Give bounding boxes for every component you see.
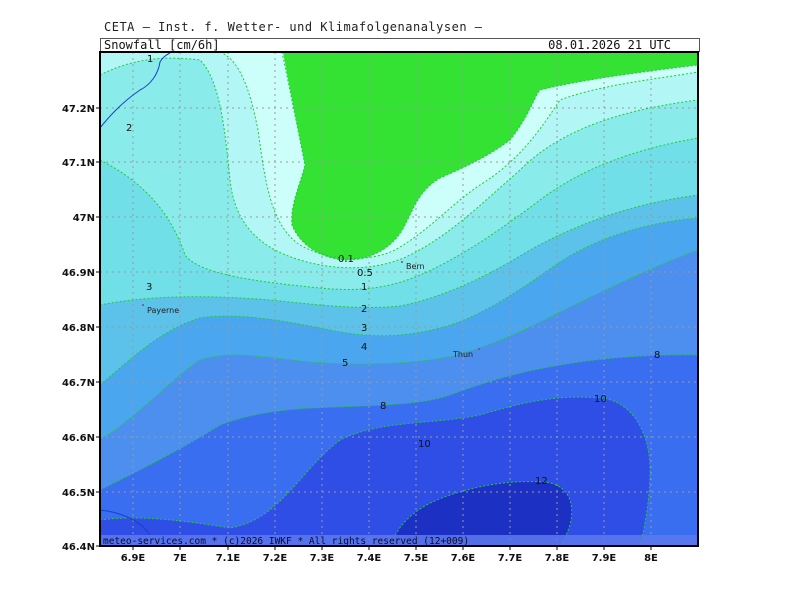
x-tick-label: 7.9E	[592, 553, 617, 564]
contour-label: 10	[594, 394, 607, 405]
contour-label: 5	[342, 358, 348, 369]
credit-text: meteo-services.com * (c)2026 IWKF * All …	[103, 536, 469, 547]
contour-label: 0.5	[357, 268, 373, 279]
x-tick-label: 7E	[173, 553, 187, 564]
axis-ticks	[96, 107, 652, 550]
y-tick-labels: 47.2N 47.1N 47N 46.9N 46.8N 46.7N 46.6N …	[62, 104, 95, 553]
title-bar: Snowfall [cm/6h] 08.01.2026 21 UTC	[100, 38, 700, 52]
institute-title: CETA — Inst. f. Wetter- und Klimafolgena…	[104, 20, 483, 34]
contour-value-labels: 0.1 0.5 1 2 3 4 5 8 10 12 1 2 3 8 10	[126, 54, 660, 487]
lake-shore	[100, 509, 151, 536]
level-12-area	[390, 481, 572, 546]
x-tick-label: 7.2E	[263, 553, 288, 564]
place-label-bern: Bern	[406, 262, 425, 271]
x-tick-labels: 6.9E 7E 7.1E 7.2E 7.3E 7.4E 7.5E 7.6E 7.…	[121, 553, 658, 564]
place-dot	[401, 261, 403, 263]
x-tick-label: 7.5E	[404, 553, 429, 564]
contour-label: 2	[126, 123, 132, 134]
x-tick-label: 7.7E	[498, 553, 523, 564]
y-tick-label: 47.2N	[62, 104, 95, 115]
x-tick-label: 8E	[644, 553, 658, 564]
place-dot	[478, 348, 480, 350]
y-tick-label: 46.7N	[62, 378, 95, 389]
map-frame	[99, 51, 699, 547]
contour-label: 1	[147, 54, 153, 65]
x-tick-label: 7.3E	[310, 553, 335, 564]
contour-label: 4	[361, 342, 367, 353]
lat-lon-grid	[100, 52, 698, 546]
contour-label: 3	[146, 282, 152, 293]
zero-snow-area	[282, 52, 698, 260]
y-tick-label: 46.5N	[62, 488, 95, 499]
contour-label: 8	[654, 350, 660, 361]
place-label-thun: Thun	[452, 350, 473, 359]
x-tick-label: 7.8E	[545, 553, 570, 564]
credit-strip	[100, 535, 698, 546]
y-tick-label: 46.6N	[62, 433, 95, 444]
contour-label: 2	[361, 304, 367, 315]
variable-label: Snowfall [cm/6h]	[104, 38, 220, 52]
contour-label: 10	[418, 439, 431, 450]
place-label-payerne: Payerne	[147, 306, 179, 315]
contour-label: 12	[535, 476, 548, 487]
place-dot	[142, 304, 144, 306]
contour-lines	[100, 52, 698, 546]
valid-time: 08.01.2026 21 UTC	[548, 38, 671, 52]
x-tick-label: 7.4E	[357, 553, 382, 564]
y-tick-label: 46.8N	[62, 323, 95, 334]
x-tick-label: 7.6E	[451, 553, 476, 564]
place-markers: Bern Payerne Thun	[142, 261, 480, 359]
shaded-levels	[100, 52, 698, 546]
y-tick-label: 47.1N	[62, 158, 95, 169]
y-tick-label: 46.4N	[62, 542, 95, 553]
contour-label: 0.1	[338, 254, 354, 265]
contour-label: 1	[361, 282, 367, 293]
contour-label: 8	[380, 401, 386, 412]
contour-label: 3	[361, 323, 367, 334]
border-line	[100, 52, 171, 129]
x-tick-label: 7.1E	[216, 553, 241, 564]
y-tick-label: 46.9N	[62, 268, 95, 279]
y-tick-label: 47N	[73, 213, 95, 224]
x-tick-label: 6.9E	[121, 553, 146, 564]
